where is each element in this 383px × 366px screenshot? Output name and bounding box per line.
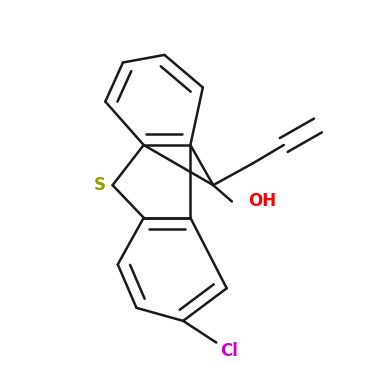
Text: OH: OH	[248, 193, 276, 210]
Text: Cl: Cl	[220, 341, 238, 359]
Text: S: S	[94, 176, 106, 194]
